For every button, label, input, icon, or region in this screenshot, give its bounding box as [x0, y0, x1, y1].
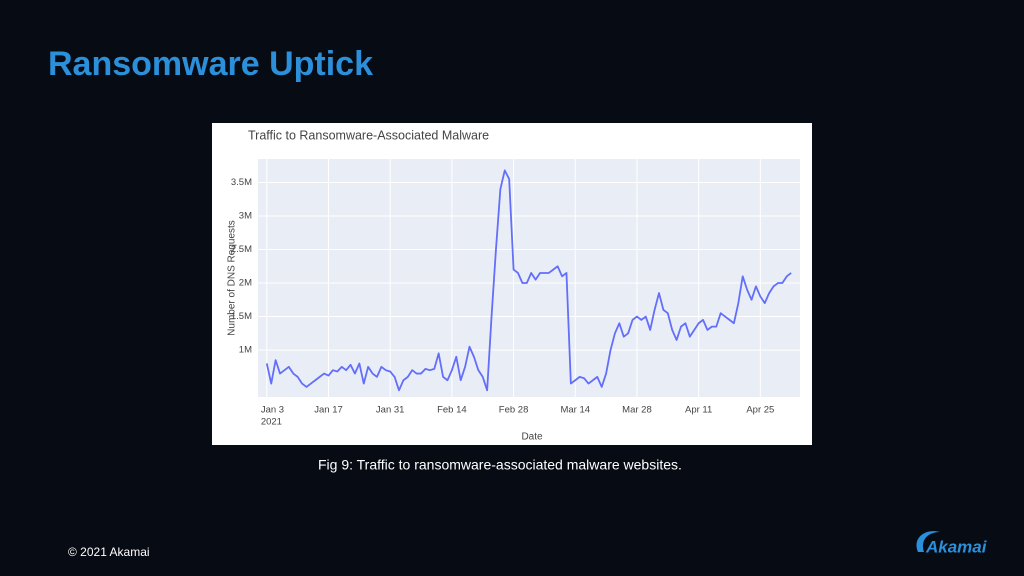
y-tick-label: 2.5M [231, 244, 252, 255]
x-tick-label: Mar 28 [622, 405, 652, 416]
logo: Akamai [925, 537, 988, 556]
y-tick-label: 2M [239, 278, 252, 289]
x-tick-label: Jan 3 [261, 405, 284, 416]
chart-title: Traffic to Ransomware-Associated Malware [248, 128, 489, 142]
caption: Fig 9: Traffic to ransomware-associated … [318, 457, 682, 473]
logo-swoosh [916, 531, 940, 552]
x-tick-label: Feb 14 [437, 405, 467, 416]
x-tick-label: Mar 14 [560, 405, 590, 416]
x-tick-sublabel: 2021 [261, 417, 282, 428]
footer: © 2021 Akamai [68, 545, 150, 559]
x-tick-label: Jan 31 [376, 405, 405, 416]
y-tick-label: 3M [239, 211, 252, 222]
y-tick-label: 1M [239, 345, 252, 356]
slide-title: Ransomware Uptick [48, 45, 373, 83]
x-tick-label: Apr 25 [746, 405, 774, 416]
data-line [265, 169, 792, 392]
x-tick-label: Apr 11 [685, 405, 712, 416]
x-tick-label: Jan 17 [314, 405, 343, 416]
y-axis-label: Number of DNS Requests [227, 220, 238, 336]
x-tick-label: Feb 28 [499, 405, 529, 416]
y-tick-label: 3.5M [231, 177, 252, 188]
x-axis-label: Date [521, 432, 543, 443]
y-tick-label: 1.5M [231, 311, 252, 322]
plot: 1M 1.5M 2M 2.5M 3M 3.5M Jan 3 Jan 17 Jan 31 Feb 1… [231, 159, 800, 428]
